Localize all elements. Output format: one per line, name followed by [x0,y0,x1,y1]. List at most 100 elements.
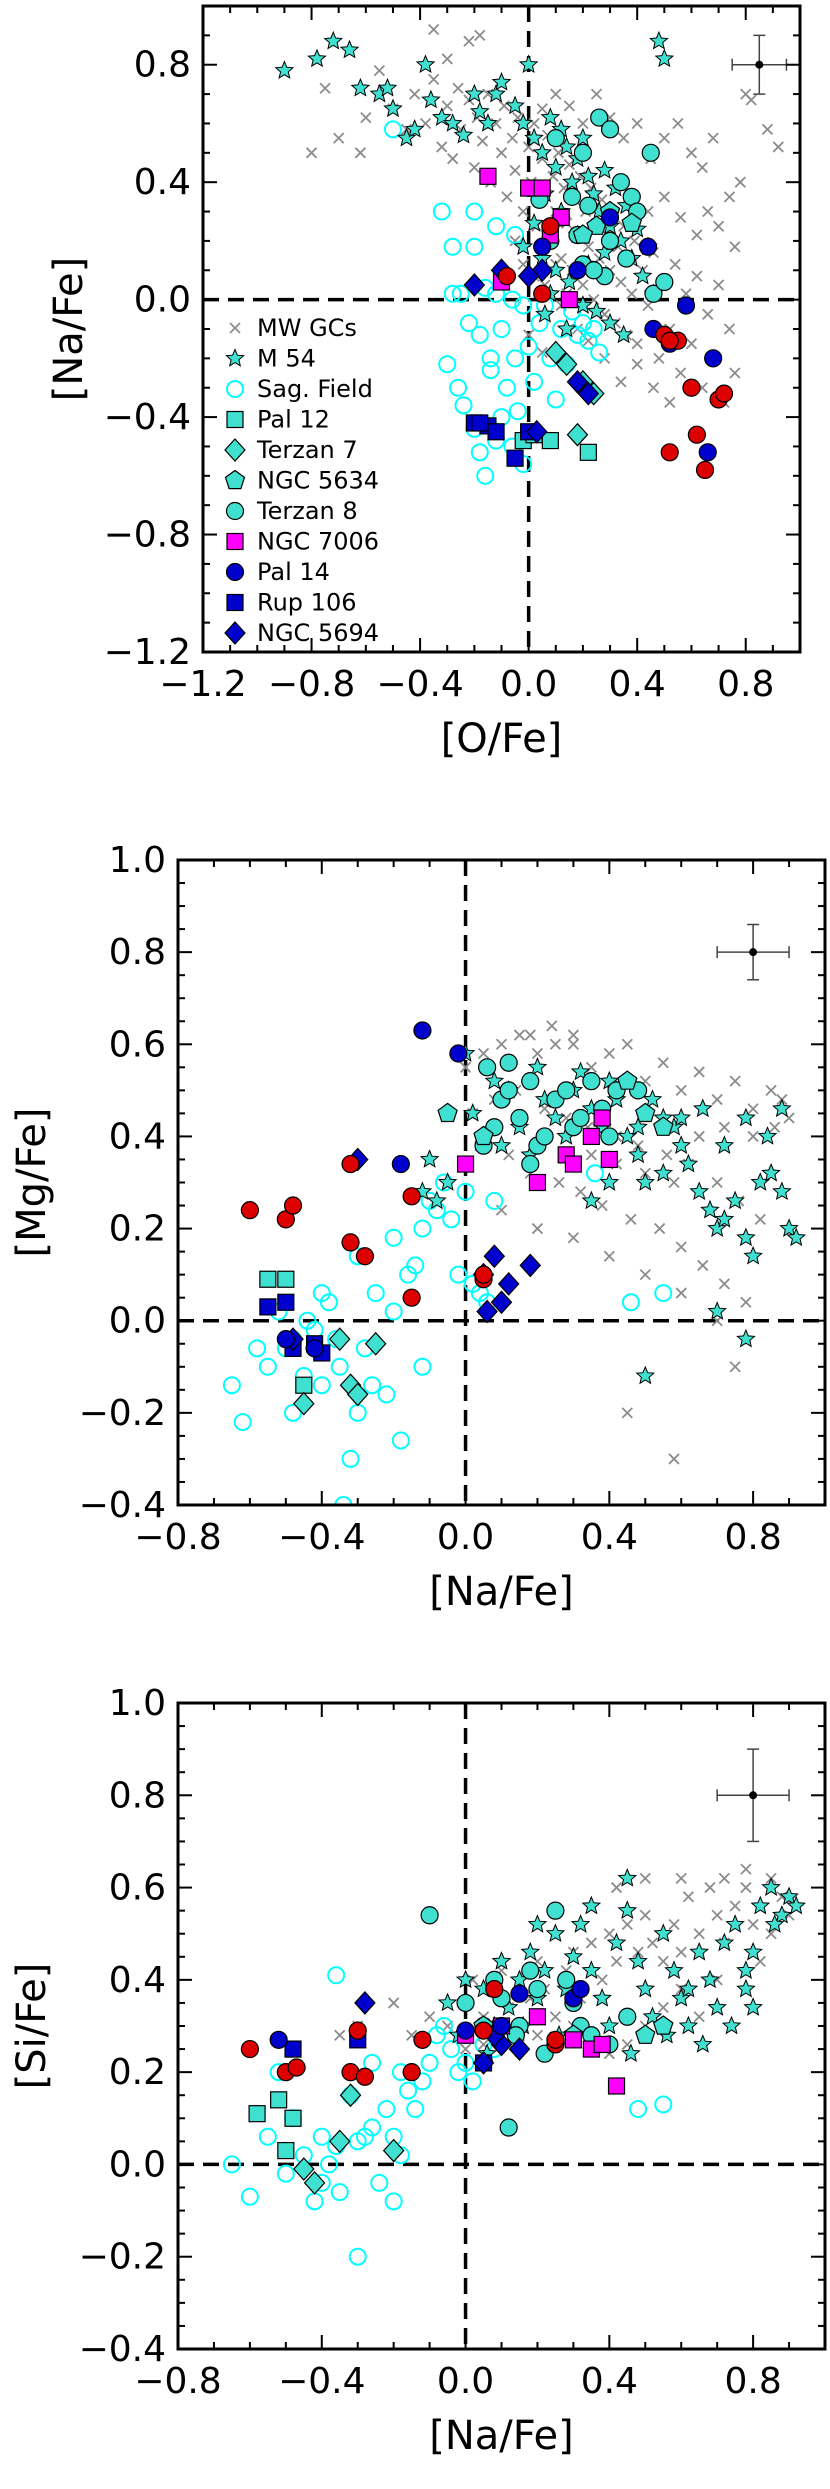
data-point-m54 [453,124,474,144]
data-point-pal14 [413,1021,432,1040]
data-point-m54 [573,127,593,147]
data-point-m54 [757,1126,778,1145]
data-point-m54 [714,1932,735,1952]
y-tick-label: 0.2 [109,1209,166,1250]
data-point-sag [654,1284,673,1303]
data-point-mw [567,1232,580,1244]
data-point-terzan8 [546,1901,565,1920]
data-point-terzan8 [617,249,636,268]
data-point-mw [428,23,440,36]
data-point-red [341,1154,360,1174]
data-point-m54 [274,60,295,79]
data-point-mw [506,132,518,144]
data-point-mw [657,2001,669,2014]
data-point-terzan8 [546,129,565,148]
data-point-m54 [750,1172,771,1191]
data-point-mw [549,2011,562,2023]
series-red [497,217,734,480]
data-point-mw [682,1891,695,1903]
data-point-terzan7 [566,422,589,447]
data-point-mw [577,117,589,130]
data-point-terzan8 [521,1154,540,1174]
reference-lines [178,1703,825,2349]
data-points [222,1863,807,2266]
data-point-mw [441,53,453,65]
data-point-red [402,1288,421,1307]
data-point-mw [674,367,687,379]
data-point-m54 [707,1301,727,1320]
data-point-m54 [736,1328,756,1348]
data-point-terzan7 [382,2138,405,2163]
data-point-mw [702,308,714,320]
data-point-mw [513,1029,526,1041]
plot-frame [176,858,827,1507]
data-point-pal12 [284,2109,302,2127]
data-point-sag [519,337,538,356]
data-point-mw [711,1093,723,1106]
data-point-ngc5634 [572,224,594,244]
data-point-m54 [599,1172,620,1191]
data-point-mw [441,100,453,112]
data-point-m54 [396,127,417,147]
data-point-terzan8 [557,1081,576,1100]
data-point-mw [740,1863,752,1875]
data-point-m54 [505,95,525,115]
data-point-mw [621,1038,633,1050]
data-point-m54 [419,1149,440,1168]
data-point-mw [463,35,475,47]
data-point-ngc5634 [617,1070,638,1090]
legend-marker-ngc5694 [224,621,246,645]
data-point-m54 [478,113,498,132]
data-point-pal12 [541,431,559,450]
data-point-mw [675,1872,687,1884]
data-point-mw [747,1918,759,1931]
data-point-mw [549,1038,562,1050]
data-point-ngc7006 [600,1150,618,1169]
data-point-mw [501,191,513,203]
legend-label: Sag. Field [257,375,373,403]
x-axis-label: [O/Fe] [441,716,563,762]
data-point-m54 [491,1951,512,1970]
data-point-red [485,1979,504,1999]
data-point-mw [669,258,681,271]
data-point-mw [610,1881,623,1894]
data-point-mw [747,1103,759,1115]
data-point-terzan8 [590,108,609,127]
data-point-ngc5634 [437,1102,458,1123]
data-point-m54 [689,1941,710,1961]
data-point-red [240,1201,259,1220]
data-point-terzan8 [510,1108,529,1128]
y-tick-label: 0.4 [109,1960,166,2001]
series-sag [383,120,609,485]
data-point-sag [406,2100,425,2119]
data-point-m54 [491,1135,512,1154]
data-point-sag [629,2100,648,2119]
series-pal12 [248,2091,302,2160]
data-point-sag [497,378,516,397]
data-point-m54 [586,301,607,320]
data-point-mw [668,1176,680,1189]
series-ngc5694 [463,258,600,444]
data-point-red [287,2058,306,2077]
data-point-mw [305,147,318,159]
data-point-terzan7 [328,2129,351,2154]
legend-label: Pal 12 [257,406,330,434]
x-tick-label: 0.0 [500,664,557,705]
data-point-sag [377,1385,396,1404]
data-point-mw [754,1213,766,1225]
data-point-mw [765,1084,777,1096]
data-point-mw [702,205,714,218]
data-point-mw [729,1075,741,1087]
data-point-sag [384,1302,403,1321]
x-tick-label: 0.0 [437,1517,494,1558]
data-point-ngc7006 [528,2008,547,2026]
data-point-mw [447,153,459,165]
data-point-ngc7006 [528,1173,547,1192]
tick-labels: −0.8 −0.4 0.0 0.4 0.8−0.4−0.20.00.20.40.60.8… [79,840,782,1558]
series-terzan7 [292,1327,387,1416]
legend-label: NGC 5634 [257,467,379,495]
data-point-ngc7006 [582,1127,600,1146]
data-point-mw [693,2011,705,2023]
data-point-m54 [700,1969,720,1989]
